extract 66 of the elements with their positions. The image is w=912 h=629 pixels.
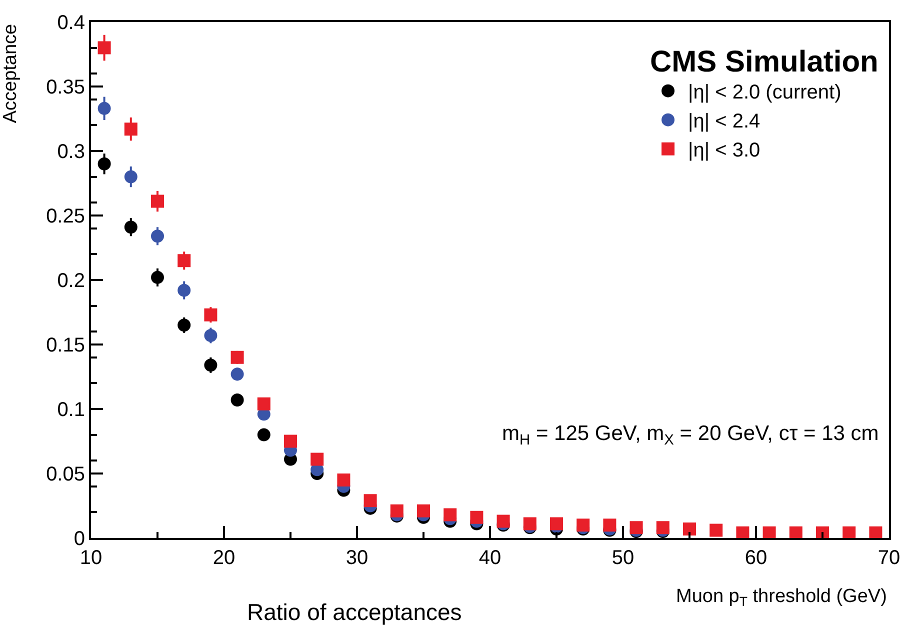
point [124,220,138,234]
point [576,518,590,532]
point [124,122,138,136]
point [151,194,164,208]
point [364,494,377,508]
x-tick-label: 20 [212,547,236,569]
legend-label: |η| < 2.0 (current) [688,82,842,104]
y-tick-label: 0.4 [57,12,85,34]
x-tick-label: 70 [878,547,900,569]
point [630,521,643,534]
x-tick-label: 60 [744,547,768,569]
x-axis-title: Muon p$_{T}$ threshold (GeV) [676,586,887,609]
point [178,318,191,332]
point [257,397,270,410]
point [124,170,138,184]
y-axis-title: Acceptance [0,24,22,124]
point [151,230,164,243]
point [869,526,882,540]
point [736,526,750,540]
y-tick-label: 0 [74,528,85,550]
point [550,517,563,530]
point [417,504,430,518]
point [789,526,802,540]
point [178,254,191,268]
point [98,41,111,54]
point [523,517,536,530]
y-tick-label: 0.35 [46,76,85,98]
point [390,504,404,518]
x-tick-label: 40 [478,547,502,569]
point [470,510,484,524]
point [204,358,218,372]
point [204,328,218,342]
point [310,452,324,466]
point [337,473,350,486]
y-tick-label: 0.25 [46,206,85,228]
y-tick-label: 0.15 [46,334,85,356]
legend-label: |η| < 3.0 [688,140,760,162]
legend-label: |η| < 2.4 [688,110,760,133]
point [444,508,457,522]
point [842,526,856,540]
x-tick-label: 10 [80,547,102,569]
point [98,102,111,115]
y-tick-label: 0.1 [57,399,85,421]
point [257,428,270,442]
y-tick-label: 0.3 [57,141,85,163]
point [710,524,723,537]
point [496,514,510,528]
point [178,284,191,297]
x-tick-label: 50 [612,547,634,569]
point [683,522,696,536]
point [230,368,244,381]
point [656,521,670,534]
x-tick-label: 30 [346,547,368,569]
point [230,350,244,364]
text: Ratio of acceptances [247,599,462,625]
point [204,308,218,322]
point [603,518,616,532]
point [762,526,776,540]
y-tick-label: 0.2 [57,270,85,292]
legend-title: CMS Simulation [650,45,878,78]
y-tick-label: 0.05 [46,464,85,486]
annotation: m$_{H}$ = 125 GeV, m$_{X}$ = 20 GeV, cτ = 13 cm [502,422,879,448]
point [284,434,297,448]
point [230,393,244,406]
point [151,270,164,284]
point [98,157,111,170]
